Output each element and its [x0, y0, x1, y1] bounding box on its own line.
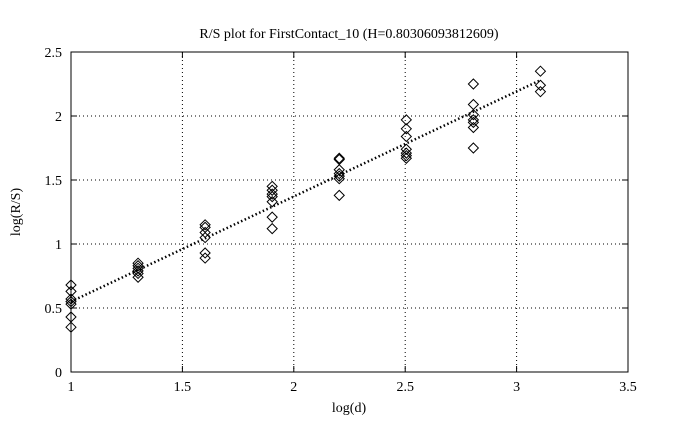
data-point	[333, 170, 345, 182]
data-point	[400, 143, 413, 155]
data-point	[333, 152, 345, 164]
data-point	[266, 211, 278, 223]
data-point	[333, 164, 345, 176]
x-tick-label: 3.5	[619, 380, 637, 395]
data-point	[400, 123, 413, 135]
data-point	[467, 114, 480, 126]
data-point	[266, 222, 278, 235]
fit-line-layer	[70, 79, 541, 303]
y-tick-label: 0	[55, 366, 62, 381]
data-point	[400, 114, 413, 126]
y-tick-label: 1.5	[45, 174, 63, 189]
data-point	[400, 147, 413, 159]
data-point	[467, 78, 480, 90]
tick-layer: 1 1.5 2 2.5 3 3.5 0 0.5 1 1.5 2 2.5	[45, 46, 637, 395]
data-point	[534, 85, 547, 98]
data-point	[534, 79, 547, 91]
y-tick-label: 1	[55, 238, 62, 253]
data-point	[333, 173, 345, 185]
data-point	[266, 180, 278, 193]
data-point	[199, 231, 211, 244]
data-point	[199, 247, 211, 259]
data-point	[132, 267, 144, 280]
data-point	[266, 188, 278, 200]
x-tick-label: 3	[513, 380, 520, 395]
data-point	[333, 167, 345, 180]
data-point	[132, 265, 144, 277]
data-point	[400, 130, 413, 143]
data-point	[467, 121, 480, 134]
chart-title: R/S plot for FirstContact_10 (H=0.803060…	[199, 27, 499, 42]
data-point	[266, 196, 278, 208]
y-tick-label: 2.5	[45, 46, 63, 61]
data-point	[132, 262, 144, 275]
data-point	[400, 152, 413, 164]
data-point	[266, 190, 278, 203]
data-point	[400, 149, 413, 162]
x-tick-label: 2	[290, 380, 297, 395]
data-point	[333, 189, 345, 202]
x-axis-title: log(d)	[332, 401, 367, 416]
scatter-markers	[65, 65, 547, 333]
data-point	[266, 184, 278, 196]
data-point	[199, 226, 211, 239]
y-tick-label: 2	[55, 110, 62, 125]
data-point	[467, 116, 480, 129]
data-point	[132, 271, 144, 283]
data-point	[132, 260, 144, 272]
x-tick-label: 1	[68, 380, 75, 395]
y-tick-label: 0.5	[45, 302, 63, 317]
plot-frame	[70, 51, 629, 373]
grid-layer	[71, 52, 628, 372]
fit-line	[70, 79, 541, 303]
data-point	[467, 142, 480, 154]
data-point	[534, 65, 547, 77]
data-point	[199, 219, 211, 231]
data-point	[199, 252, 211, 264]
x-tick-label: 2.5	[396, 380, 414, 395]
y-axis-title: log(R/S)	[9, 188, 24, 237]
data-point	[467, 98, 480, 111]
x-tick-label: 1.5	[174, 380, 192, 395]
data-point	[467, 109, 480, 121]
